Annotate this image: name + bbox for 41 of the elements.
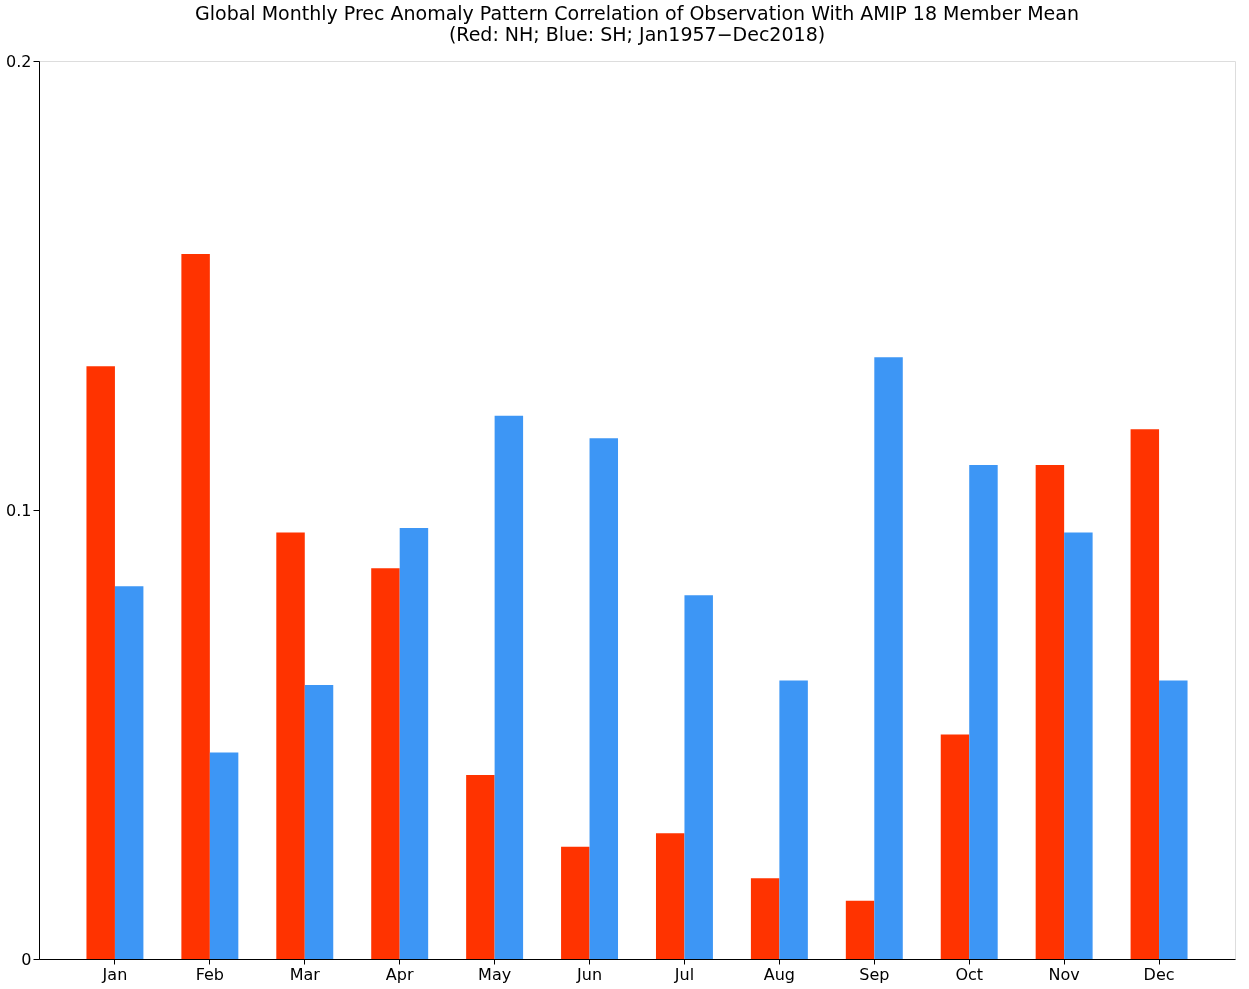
y-tick-label: 0.1 [6,500,32,520]
x-tick-label: Feb [195,964,225,984]
bar [655,833,685,959]
bar [86,366,115,959]
x-tick-label: Apr [385,964,414,984]
bar [874,357,903,959]
bar [399,527,429,959]
bar [209,752,239,959]
bar [940,734,970,959]
bar [779,680,808,959]
y-tick-label: 0.2 [6,51,32,71]
bar [750,878,780,959]
bar [1130,429,1160,959]
chart-title: Global Monthly Prec Anomaly Pattern Correlation of Observation With AMIP 18 Member Mean [195,2,1079,24]
x-tick-label: May [478,964,512,984]
y-tick-label: 0 [21,949,32,969]
bar [466,774,495,959]
bar [1064,532,1093,959]
bar [494,415,524,959]
x-tick-label: Mar [289,964,321,984]
x-tick-label: Jul [673,964,695,984]
bar [114,586,144,959]
x-tick-label: Oct [955,964,984,984]
bar [589,438,619,959]
x-tick-label: Aug [763,964,796,984]
bar [684,595,713,959]
bar [1159,680,1188,959]
bar [304,685,334,959]
x-tick-label: Dec [1143,964,1175,984]
x-tick-label: Jan [101,964,128,984]
bar [371,568,400,959]
bar [181,254,210,959]
bar [1035,465,1065,959]
bar [969,465,998,959]
x-tick-label: Jun [576,964,603,984]
bar [845,900,875,959]
chart-subtitle: (Red: NH; Blue: SH; Jan1957−Dec2018) [448,23,826,45]
bar [276,532,305,959]
bar [561,846,590,959]
x-tick-label: Sep [859,964,890,984]
x-tick-label: Nov [1048,964,1080,984]
